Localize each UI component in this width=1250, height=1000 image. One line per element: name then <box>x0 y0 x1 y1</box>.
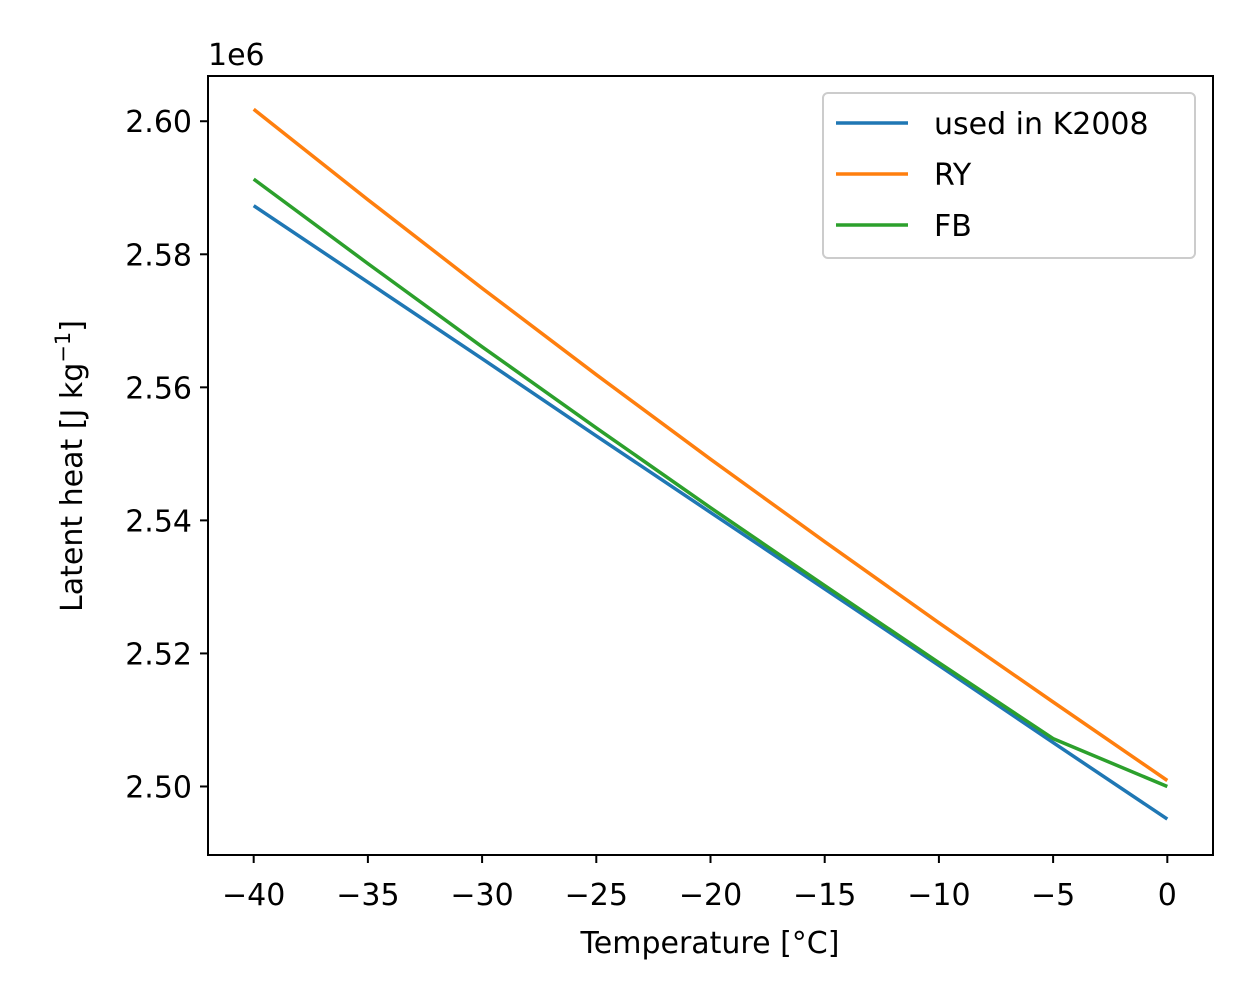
y-tick-label: 2.58 <box>125 238 192 273</box>
series-line-1 <box>252 107 1169 782</box>
x-tick-label: −10 <box>907 878 970 913</box>
x-tick-label: −5 <box>1031 878 1075 913</box>
x-tick-label: −20 <box>679 878 742 913</box>
y-axis-label: Latent heat [J kg−1] <box>51 320 90 612</box>
x-tick-label: −35 <box>336 878 399 913</box>
x-axis-label: Temperature [°C] <box>580 926 840 961</box>
legend-label-2: FB <box>934 209 972 244</box>
y-axis-ticks: 2.50 2.52 2.54 2.56 2.58 2.60 <box>125 105 208 805</box>
y-tick-label: 2.54 <box>125 504 192 539</box>
y-tick-label: 2.60 <box>125 105 192 140</box>
x-tick-label: −15 <box>793 878 856 913</box>
y-tick-label: 2.50 <box>125 770 192 805</box>
y-axis-offset-label: 1e6 <box>208 38 265 73</box>
x-tick-label: 0 <box>1158 878 1177 913</box>
y-axis-label-main: Latent heat [J kg <box>55 363 90 612</box>
legend-box <box>822 92 1196 259</box>
x-tick-label: −30 <box>450 878 513 913</box>
legend-label-1: RY <box>934 158 972 193</box>
y-axis-label-superscript: −1 <box>51 332 75 363</box>
y-axis-label-close: ] <box>55 320 90 332</box>
y-tick-label: 2.52 <box>125 637 192 672</box>
x-tick-label: −40 <box>222 878 285 913</box>
x-tick-label: −25 <box>565 878 628 913</box>
plot-lines <box>252 107 1169 821</box>
legend-label-0: used in K2008 <box>934 107 1149 142</box>
x-axis-ticks: −40 −35 −30 −25 −20 −15 −10 −5 0 <box>222 855 1177 913</box>
series-line-0 <box>252 204 1169 821</box>
legend: used in K2008 RY FB <box>822 92 1196 259</box>
y-tick-label: 2.56 <box>125 371 192 406</box>
series-line-2 <box>252 177 1168 789</box>
